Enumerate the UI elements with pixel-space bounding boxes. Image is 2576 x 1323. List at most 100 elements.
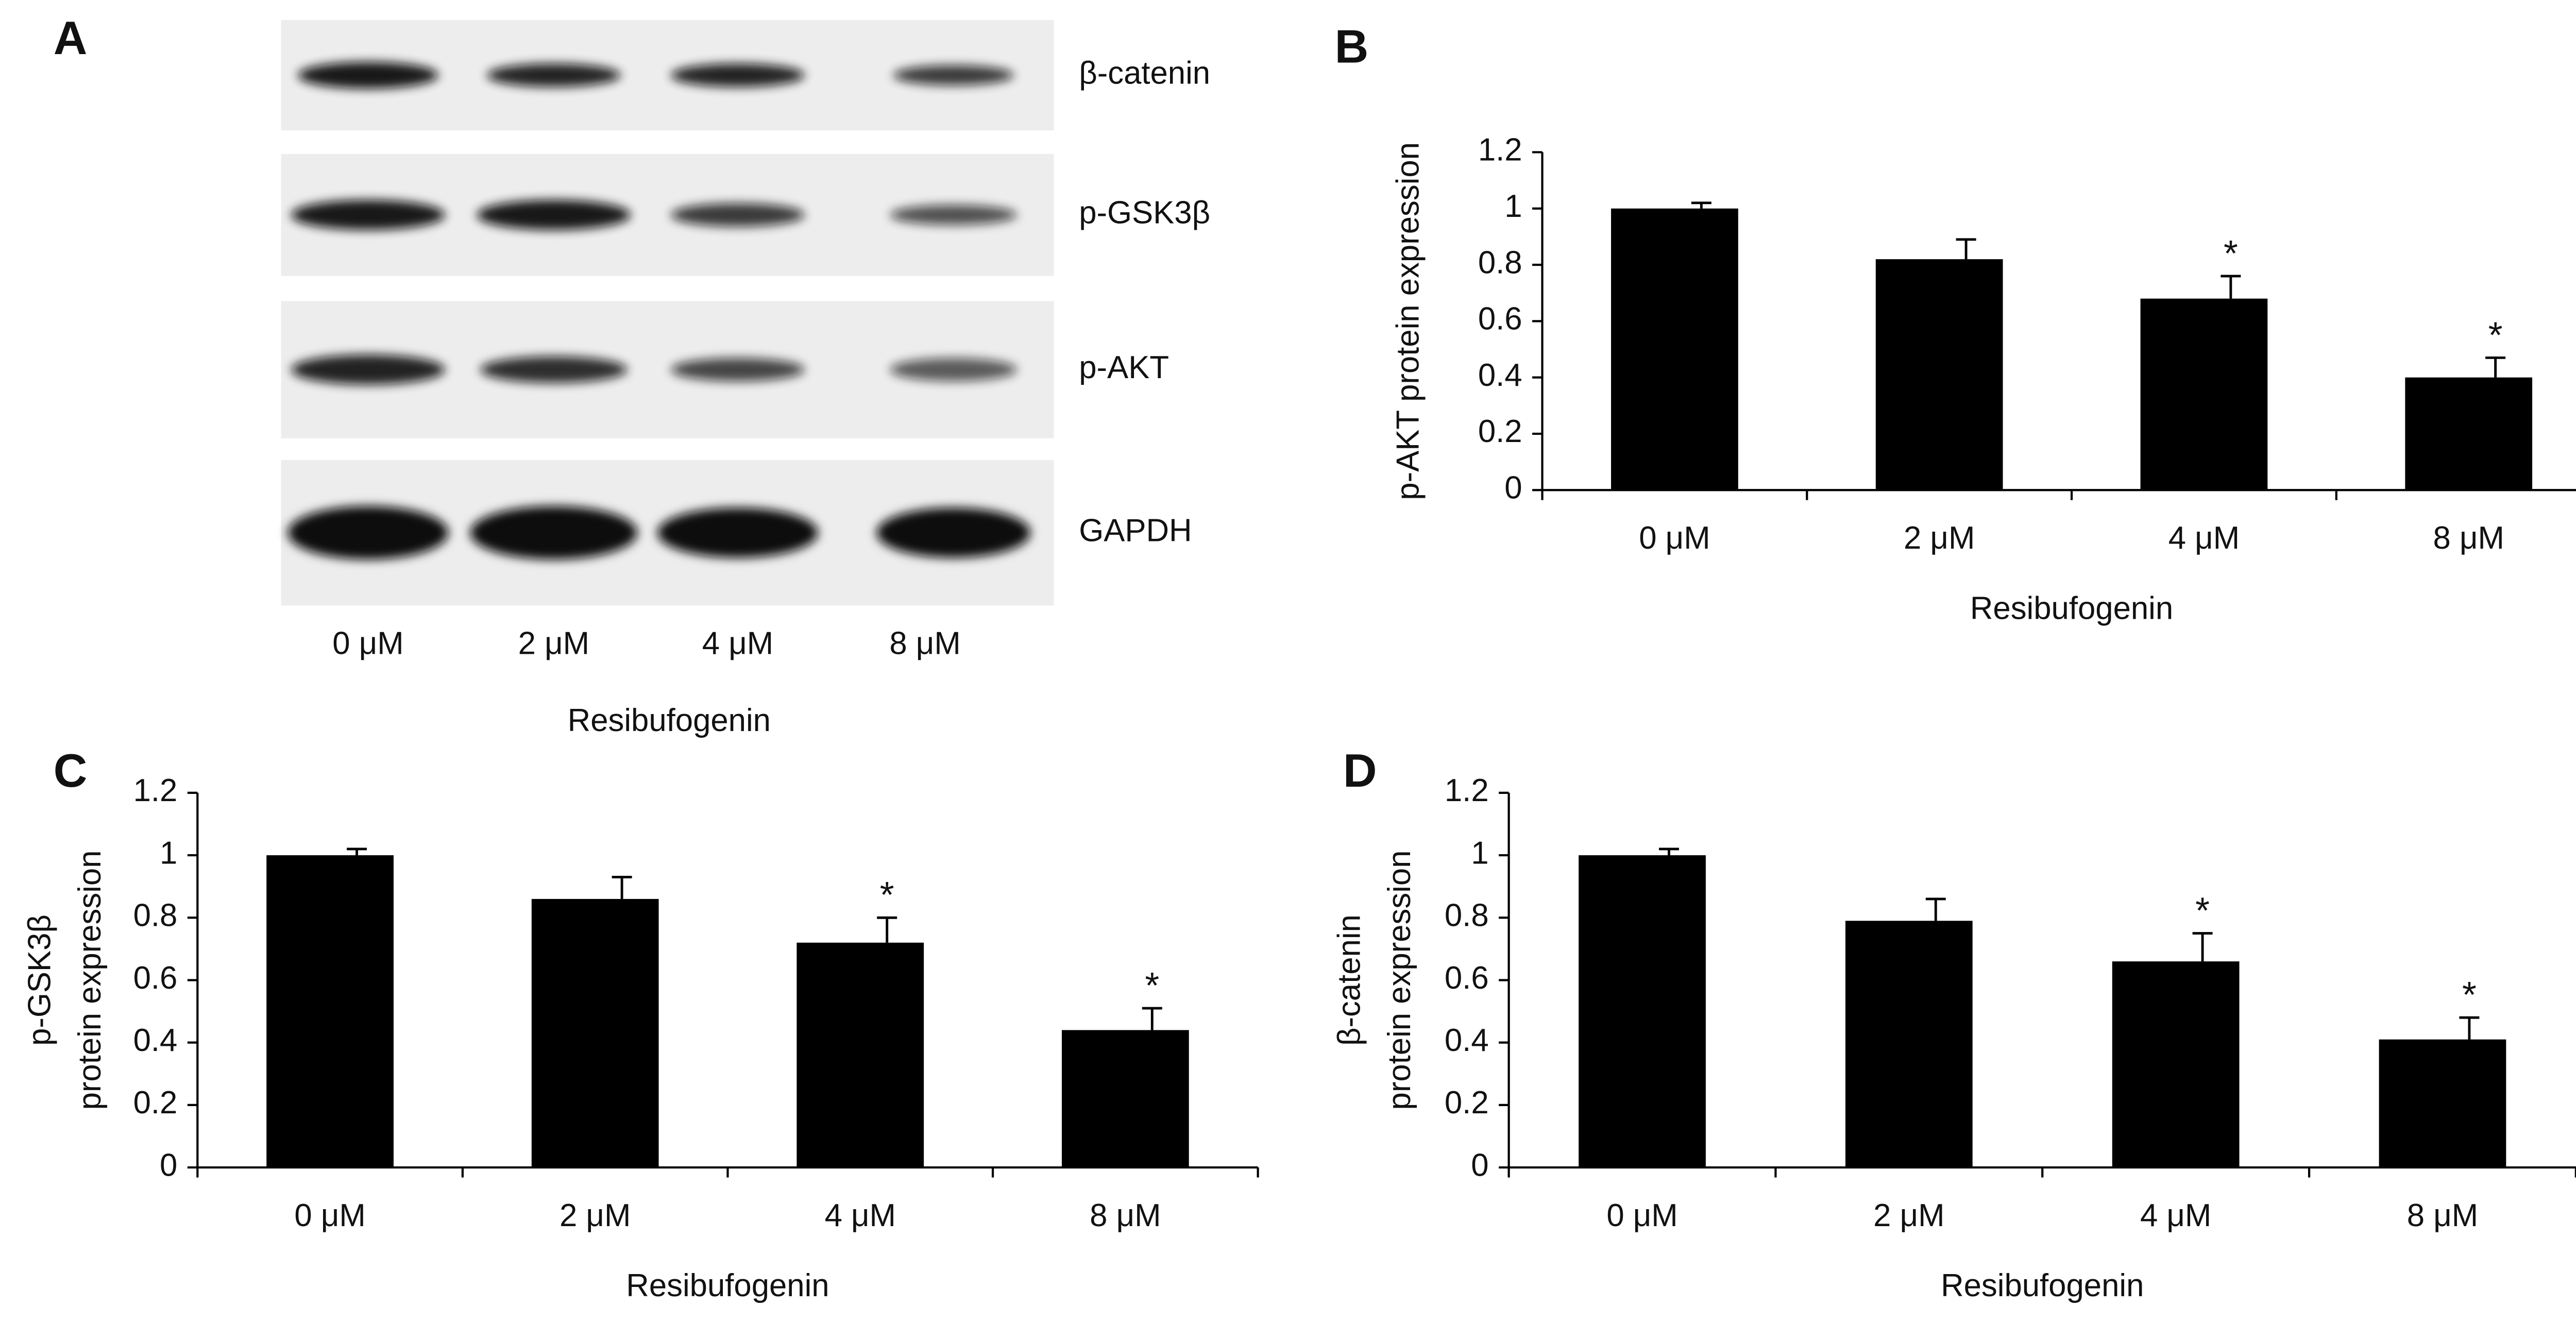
- x-axis-label: Resibufogenin: [1970, 590, 2173, 626]
- error-bar: [2221, 275, 2241, 299]
- x-tick-label: 0 μM: [1606, 1198, 1677, 1233]
- y-tick-label: 0.2: [133, 1085, 178, 1121]
- bar: [1875, 259, 2003, 490]
- panel-label: C: [54, 745, 88, 797]
- y-axis-label: p-AKT protein expression: [1390, 142, 1426, 500]
- x-tick-label: 4 μM: [825, 1198, 896, 1233]
- bar: [2140, 298, 2268, 490]
- panel-label: B: [1335, 21, 1369, 73]
- y-tick-label: 0.8: [1445, 898, 1489, 934]
- x-tick-label: 4 μM: [2168, 520, 2240, 556]
- error-bar: [347, 847, 367, 856]
- panel-label: D: [1343, 745, 1377, 797]
- y-tick-label: 0.6: [133, 960, 178, 996]
- x-tick-label: 2 μM: [1873, 1198, 1944, 1233]
- error-bar: [612, 876, 632, 899]
- blot-band: [287, 506, 449, 559]
- blot-lane-label: 4 μM: [702, 625, 773, 661]
- blot-band: [480, 356, 628, 383]
- blot-band: [291, 354, 445, 385]
- y-tick-label: 0: [160, 1147, 177, 1183]
- y-tick-label: 0.2: [1478, 414, 1522, 449]
- y-tick-label: 0: [1471, 1147, 1488, 1183]
- x-axis-label: Resibufogenin: [1941, 1268, 2144, 1303]
- significance-mark: *: [2488, 314, 2503, 355]
- error-bar: [1691, 201, 1711, 209]
- bar: [796, 942, 924, 1168]
- y-tick-label: 0.4: [1478, 358, 1522, 393]
- blot-lane-label: 0 μM: [332, 625, 403, 661]
- y-tick-label: 0.6: [1478, 301, 1522, 337]
- y-axis-label: β-catenin: [1332, 914, 1367, 1046]
- blot-band: [876, 507, 1031, 558]
- x-tick-label: 8 μM: [2433, 520, 2504, 556]
- blot-band: [893, 65, 1014, 86]
- blot-lane-label: 8 μM: [889, 625, 960, 661]
- x-tick-label: 2 μM: [1904, 520, 1975, 556]
- significance-mark: *: [2462, 974, 2477, 1015]
- y-tick-label: 0.8: [133, 898, 178, 934]
- y-tick-label: 1.2: [133, 773, 178, 808]
- y-tick-label: 1.2: [1478, 132, 1522, 168]
- error-bar: [2459, 1016, 2480, 1040]
- bar: [1061, 1030, 1189, 1168]
- y-tick-label: 0.4: [133, 1023, 178, 1058]
- x-tick-label: 0 μM: [294, 1198, 365, 1233]
- y-tick-label: 0.4: [1445, 1023, 1489, 1058]
- y-tick-label: 0: [1504, 470, 1522, 506]
- y-axis-label: p-GSK3β: [22, 914, 58, 1046]
- bar: [2379, 1039, 2506, 1168]
- blot-band: [486, 63, 621, 87]
- blot-band: [671, 63, 805, 87]
- error-bar: [1925, 897, 1946, 921]
- blot-lane-label: 2 μM: [518, 625, 589, 661]
- y-axis-label: protein expression: [72, 850, 108, 1110]
- x-tick-label: 8 μM: [2407, 1198, 2478, 1233]
- error-bar: [877, 916, 897, 943]
- blot-band: [671, 203, 805, 227]
- significance-mark: *: [2195, 890, 2210, 931]
- blot-band: [657, 507, 818, 558]
- blot-band: [298, 62, 438, 89]
- blot-band: [890, 358, 1018, 382]
- y-tick-label: 1: [1504, 189, 1522, 224]
- y-tick-label: 0.2: [1445, 1085, 1489, 1121]
- blot-row-label: GAPDH: [1079, 513, 1192, 548]
- x-tick-label: 4 μM: [2140, 1198, 2211, 1233]
- blot-band: [671, 358, 805, 382]
- blot-band: [470, 506, 638, 559]
- blot-x-label: Resibufogenin: [568, 703, 771, 738]
- y-tick-label: 1: [1471, 835, 1488, 871]
- bar: [1845, 921, 1973, 1168]
- y-tick-label: 1.2: [1445, 773, 1489, 808]
- blot-row-label: p-GSK3β: [1079, 195, 1210, 230]
- x-tick-label: 0 μM: [1639, 520, 1710, 556]
- blot-band: [890, 205, 1018, 225]
- bar: [1579, 855, 1706, 1168]
- y-tick-label: 1: [160, 835, 177, 871]
- x-tick-label: 8 μM: [1090, 1198, 1161, 1233]
- bar: [266, 855, 394, 1168]
- significance-mark: *: [1145, 965, 1159, 1006]
- panel-label: A: [54, 12, 88, 64]
- bar: [2405, 377, 2533, 490]
- error-bar: [1956, 238, 1976, 260]
- blot-row-label: β-catenin: [1079, 55, 1210, 91]
- y-tick-label: 0.8: [1478, 245, 1522, 280]
- x-axis-label: Resibufogenin: [626, 1268, 829, 1303]
- bar: [1611, 208, 1738, 490]
- bar: [531, 898, 659, 1168]
- error-bar: [2192, 932, 2213, 962]
- error-bar: [1142, 1007, 1162, 1030]
- blot-band: [291, 199, 445, 230]
- blot-row-label: p-AKT: [1079, 350, 1169, 385]
- error-bar: [2485, 356, 2506, 378]
- error-bar: [1658, 847, 1679, 856]
- significance-mark: *: [880, 874, 894, 915]
- x-tick-label: 2 μM: [560, 1198, 631, 1233]
- y-tick-label: 0.6: [1445, 960, 1489, 996]
- bar: [2112, 961, 2240, 1168]
- blot-band: [477, 199, 631, 230]
